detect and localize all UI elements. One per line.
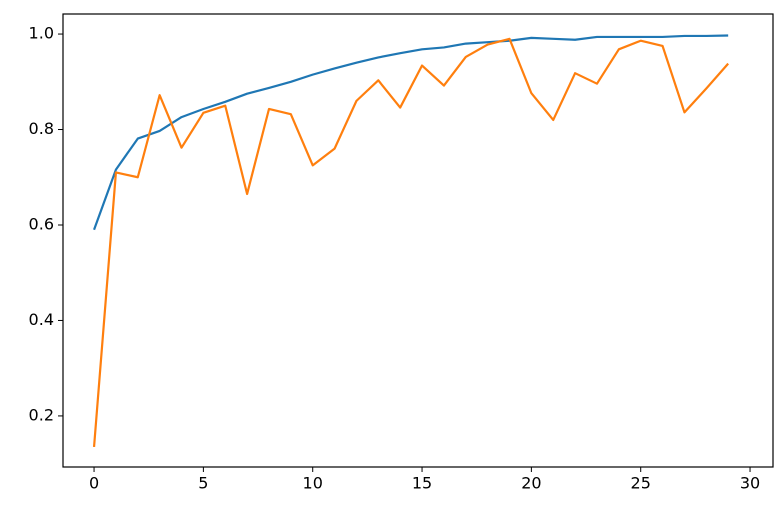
- y-tick-label: 0.4: [29, 310, 54, 329]
- x-tick-label: 30: [740, 474, 760, 493]
- series-line: [93, 34, 729, 231]
- y-tick-label: 0.2: [29, 405, 54, 424]
- y-tick-label: 0.6: [29, 214, 54, 233]
- x-tick-label: 10: [303, 474, 323, 493]
- x-tick-label: 0: [89, 474, 99, 493]
- y-tick-label: 1.0: [29, 24, 54, 43]
- x-tick-label: 5: [198, 474, 208, 493]
- x-tick-label: 15: [412, 474, 432, 493]
- x-tick-label: 20: [521, 474, 541, 493]
- x-tick-label: 25: [631, 474, 651, 493]
- axes-frame: [62, 13, 774, 468]
- series-line: [92, 37, 729, 448]
- y-tick-label: 0.8: [29, 119, 54, 138]
